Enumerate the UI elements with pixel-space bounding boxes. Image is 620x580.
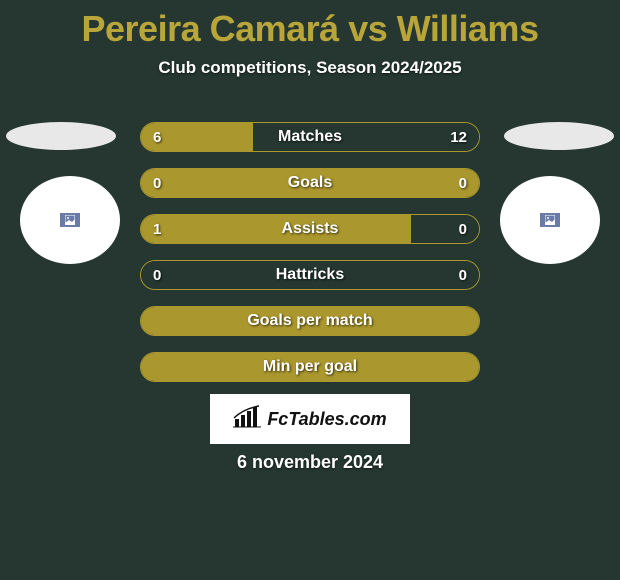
branding-text: FcTables.com: [267, 409, 386, 430]
stat-bar-left: [141, 123, 253, 151]
stat-bar-right: [411, 215, 479, 243]
stat-bar-right: [253, 123, 479, 151]
comparison-bars: Matches612 Goals00 Assists10 Hattricks00 Goa…: [140, 122, 480, 398]
placeholder-image-icon: [60, 213, 80, 227]
stat-bar-left: [141, 353, 479, 381]
stat-bar-left: [141, 215, 411, 243]
player-right-badge: [500, 176, 600, 264]
page-subtitle: Club competitions, Season 2024/2025: [0, 58, 620, 78]
player-right-oval: [504, 122, 614, 150]
branding-box: FcTables.com: [210, 394, 410, 444]
player-left-badge: [20, 176, 120, 264]
stat-bar-left: [141, 169, 310, 197]
stat-row: Hattricks00: [140, 260, 480, 290]
stat-row: Assists10: [140, 214, 480, 244]
placeholder-image-icon: [540, 213, 560, 227]
stat-bar-right: [310, 169, 479, 197]
bar-chart-icon: [233, 405, 261, 434]
footer-date: 6 november 2024: [0, 452, 620, 473]
stat-row: Min per goal: [140, 352, 480, 382]
player-left-oval: [6, 122, 116, 150]
stat-bar-right: [310, 261, 479, 289]
stat-bar-left: [141, 261, 310, 289]
stat-row: Goals00: [140, 168, 480, 198]
stat-bar-left: [141, 307, 479, 335]
stat-row: Goals per match: [140, 306, 480, 336]
page-title: Pereira Camará vs Williams: [0, 0, 620, 50]
stat-row: Matches612: [140, 122, 480, 152]
